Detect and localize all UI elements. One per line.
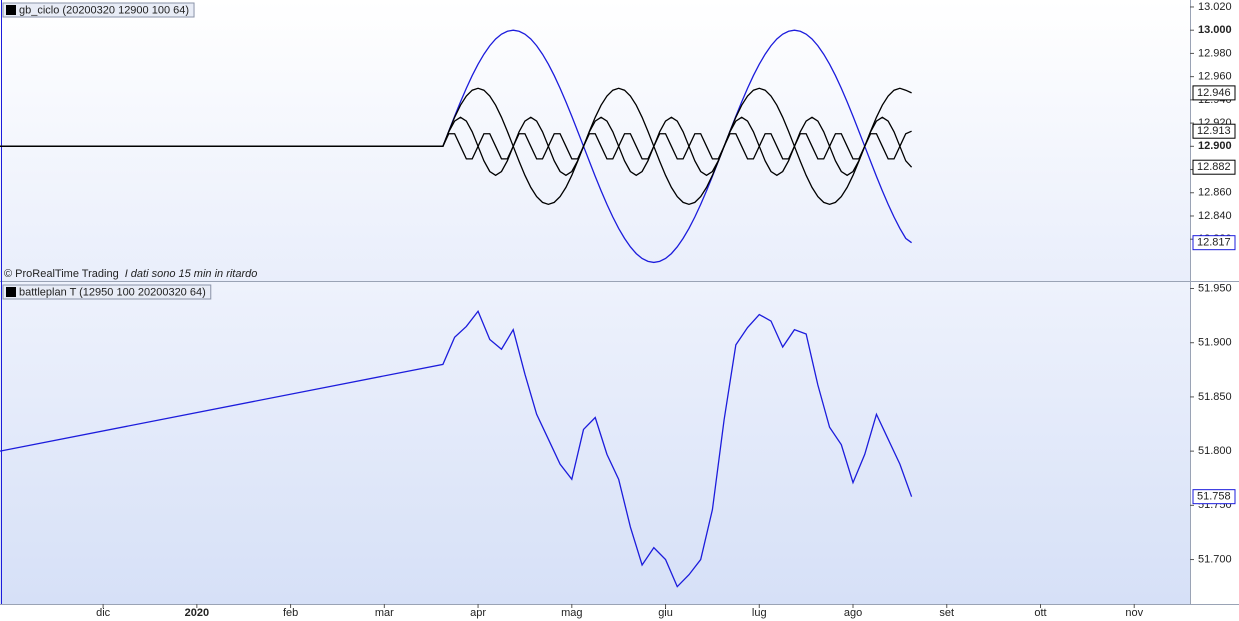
x-tick-label: apr (470, 607, 486, 619)
x-tick-label: 2020 (185, 607, 209, 619)
value-tag (1192, 235, 1236, 251)
y-tick-label: 12.860 (1198, 187, 1232, 199)
panel-background (0, 282, 1190, 604)
series-line (0, 87, 912, 206)
value-tag (1192, 85, 1236, 101)
y-tick-label: 12.960 (1198, 71, 1232, 83)
y-tick-label: 51.900 (1198, 337, 1232, 349)
value-tag-label: 12.913 (1197, 125, 1231, 137)
x-tick-label: ago (844, 607, 862, 619)
x-tick-label: nov (1125, 607, 1143, 619)
x-tick-label: ott (1034, 607, 1046, 619)
panel-background (0, 0, 1190, 281)
value-tag-label: 12.817 (1197, 237, 1231, 249)
indicator-title: battleplan T (12950 100 20200320 64) (19, 286, 206, 298)
delay-note: I dati sono 15 min in ritardo (125, 268, 258, 280)
value-tag-label: 12.946 (1197, 87, 1231, 99)
source-label: © ProRealTime Trading (4, 268, 119, 280)
x-tick-label: dic (96, 607, 111, 619)
indicator-title: gb_ciclo (20200320 12900 100 64) (19, 4, 189, 16)
x-tick-label: feb (283, 607, 298, 619)
y-tick-label: 51.800 (1198, 445, 1232, 457)
x-tick-label: giu (658, 607, 673, 619)
value-tag (1192, 123, 1236, 139)
series-line (0, 29, 912, 264)
value-tag-label: 51.758 (1197, 491, 1231, 503)
x-tick-label: lug (752, 607, 767, 619)
indicator-title-box (2, 284, 212, 300)
x-tick-label: set (939, 607, 954, 619)
indicator-swatch (6, 5, 16, 15)
y-tick-label: 12.980 (1198, 47, 1232, 59)
y-tick-label: 51.950 (1198, 282, 1232, 294)
x-tick-label: mar (375, 607, 394, 619)
series-line (0, 130, 912, 160)
y-tick-label: 51.700 (1198, 553, 1232, 565)
value-tag-label: 12.882 (1197, 161, 1231, 173)
y-tick-label: 13.020 (1198, 1, 1232, 13)
y-tick-label: 51.850 (1198, 391, 1232, 403)
value-tag (1192, 159, 1236, 175)
indicator-title-box (2, 2, 195, 18)
indicator-swatch (6, 287, 16, 297)
series-line (0, 309, 913, 588)
y-tick-label: 13.000 (1198, 24, 1232, 36)
y-tick-label: 12.900 (1198, 140, 1232, 152)
value-tag (1192, 489, 1236, 505)
y-tick-label: 12.840 (1198, 210, 1232, 222)
x-tick-label: mag (561, 607, 582, 619)
